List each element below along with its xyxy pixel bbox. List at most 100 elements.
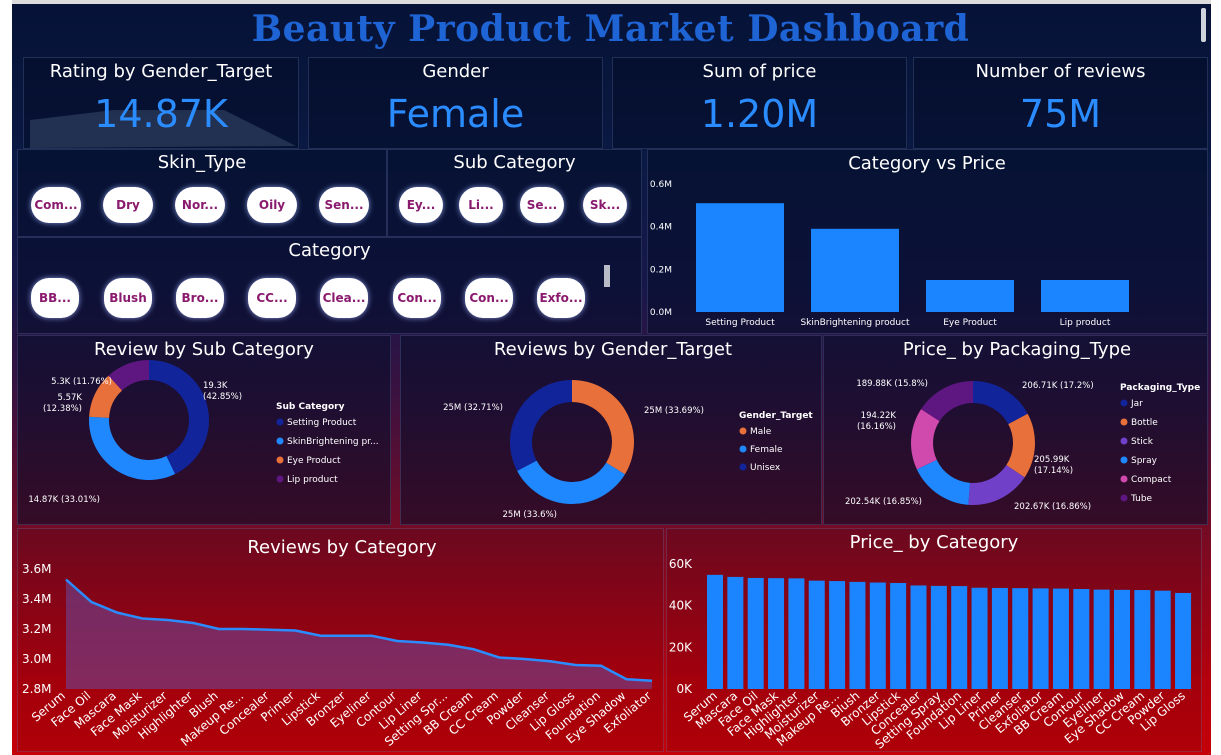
slice-label: 194.22K (16.16%) bbox=[857, 411, 896, 432]
bar bbox=[1175, 592, 1192, 689]
kpi-label: Sum of price bbox=[702, 61, 817, 82]
y-tick-label: 20K bbox=[669, 640, 693, 654]
window-top-strip bbox=[0, 0, 1221, 4]
chart-review-by-sub-category: Review by Sub Category 19.3K (42.85%) 14.8… bbox=[17, 335, 391, 525]
chart-title: Review by Sub Category bbox=[94, 339, 314, 360]
legend-marker bbox=[276, 437, 284, 445]
y-tick-label: 3.4M bbox=[22, 592, 51, 606]
kpi-value: 1.20M bbox=[700, 92, 819, 136]
slicer-pill[interactable]: Exfo... bbox=[537, 278, 585, 318]
legend-marker bbox=[739, 445, 747, 453]
kpi-label: Rating by Gender_Target bbox=[49, 61, 273, 82]
y-tick-label: 0K bbox=[676, 682, 693, 696]
legend-label: Setting Product bbox=[287, 418, 357, 428]
legend-marker bbox=[1120, 456, 1128, 464]
category-vs-price-svg: Category vs Price 0.0M 0.2M 0.4M 0.6M Settin… bbox=[650, 153, 1129, 328]
donut-slice bbox=[517, 460, 625, 504]
slicer-pill[interactable]: Li... bbox=[459, 187, 503, 223]
legend-marker bbox=[1120, 475, 1128, 483]
legend-title: Sub Category bbox=[276, 402, 345, 412]
slicer-title: Category bbox=[288, 240, 371, 261]
chart-category-vs-price: Category vs Price 0.0M 0.2M 0.4M 0.6M Settin… bbox=[647, 149, 1208, 334]
slicer-pill[interactable]: Dry bbox=[103, 187, 153, 223]
kpi-label: Number of reviews bbox=[975, 61, 1146, 82]
legend-label: SkinBrightening pr... bbox=[287, 437, 379, 447]
slicer-pill[interactable]: Se... bbox=[520, 187, 564, 223]
slicer-pill[interactable]: Blush bbox=[104, 278, 152, 318]
x-tick-label: Setting Product bbox=[705, 318, 775, 328]
chart-title: Reviews by Category bbox=[247, 537, 437, 558]
legend-label: Unisex bbox=[750, 463, 781, 473]
slicer-pill[interactable]: Com... bbox=[31, 187, 81, 223]
bar bbox=[747, 577, 764, 689]
legend-marker bbox=[276, 456, 284, 464]
x-tick-label: Eye Product bbox=[943, 318, 997, 328]
slice-label: 25M (32.71%) bbox=[443, 403, 503, 413]
slice-label: 5.57K (12.38%) bbox=[43, 393, 82, 414]
donut-slice bbox=[911, 409, 940, 470]
chart-price-by-category: Price_ by Category 0K 20K 40K 60K Serum Masca… bbox=[666, 528, 1202, 752]
donut-slice bbox=[916, 459, 970, 505]
slice-label: 19.3K (42.85%) bbox=[203, 381, 242, 402]
donut-slice bbox=[921, 381, 973, 422]
legend-label: Female bbox=[750, 445, 783, 455]
legend-label: Spray bbox=[1131, 456, 1158, 466]
chart-title: Category vs Price bbox=[848, 153, 1006, 174]
legend-marker bbox=[1120, 494, 1128, 502]
y-tick-label: 0.0M bbox=[650, 308, 672, 318]
area-fill bbox=[66, 579, 652, 689]
slicer-pill[interactable]: Nor... bbox=[175, 187, 225, 223]
slicer-pill[interactable]: BB... bbox=[31, 278, 79, 318]
legend-label: Stick bbox=[1131, 437, 1154, 447]
y-tick-label: 40K bbox=[669, 599, 693, 613]
page-scrollbar[interactable] bbox=[1201, 8, 1206, 42]
legend-marker bbox=[276, 475, 284, 483]
legend-label: Tube bbox=[1130, 494, 1153, 504]
donut-slice bbox=[1006, 413, 1035, 478]
slicer-pill[interactable]: Sen... bbox=[319, 187, 369, 223]
slicer-pill[interactable]: Bro... bbox=[176, 278, 224, 318]
bar bbox=[1032, 588, 1049, 689]
slicer-skin-type: Skin_Type Com... Dry Nor... Oily Sen... bbox=[17, 149, 387, 237]
y-tick-label: 3.6M bbox=[22, 562, 51, 576]
slicer-sub-category: Sub Category Ey... Li... Se... Sk... bbox=[387, 149, 642, 237]
bar bbox=[930, 585, 947, 689]
legend-marker bbox=[739, 463, 747, 471]
bar bbox=[808, 580, 825, 689]
slicer-pill[interactable]: Clea... bbox=[320, 278, 368, 318]
slicer-scrollbar[interactable] bbox=[604, 265, 610, 287]
slicer-pill[interactable]: Ey... bbox=[399, 187, 443, 223]
bar bbox=[1012, 588, 1029, 689]
slicer-title: Sub Category bbox=[453, 152, 576, 173]
bar bbox=[890, 582, 907, 689]
slice-label: 25M (33.69%) bbox=[644, 406, 704, 416]
bar bbox=[727, 576, 744, 689]
donut-slice bbox=[510, 380, 572, 471]
chart-title: Reviews by Gender_Target bbox=[494, 339, 732, 360]
legend-label: Lip product bbox=[287, 475, 338, 485]
bar bbox=[768, 578, 785, 689]
legend-label: Bottle bbox=[1131, 418, 1158, 428]
bar bbox=[696, 203, 784, 312]
legend-title: Packaging_Type bbox=[1120, 383, 1200, 393]
legend-marker bbox=[1120, 399, 1128, 407]
legend-marker bbox=[739, 427, 747, 435]
kpi-card-reviews: Number of reviews 75M bbox=[913, 57, 1208, 149]
slicer-pill[interactable]: Oily bbox=[247, 187, 297, 223]
slice-label: 25M (33.6%) bbox=[503, 510, 558, 520]
bar bbox=[1134, 590, 1151, 689]
y-tick-label: 2.8M bbox=[22, 682, 51, 696]
y-tick-label: 0.2M bbox=[650, 265, 672, 275]
slicer-pill[interactable]: Con... bbox=[393, 278, 441, 318]
bar bbox=[707, 574, 723, 689]
bar bbox=[1114, 589, 1130, 689]
bar bbox=[1073, 589, 1090, 689]
slicer-pill[interactable]: CC... bbox=[248, 278, 296, 318]
slicer-pill[interactable]: Con... bbox=[465, 278, 513, 318]
slicer-pill[interactable]: Sk... bbox=[583, 187, 627, 223]
bar bbox=[951, 586, 968, 689]
bar bbox=[1052, 588, 1069, 689]
y-tick-label: 3.2M bbox=[22, 622, 51, 636]
price-by-category-svg: Price_ by Category 0K20K40K60KSerumMasca… bbox=[669, 532, 1192, 751]
